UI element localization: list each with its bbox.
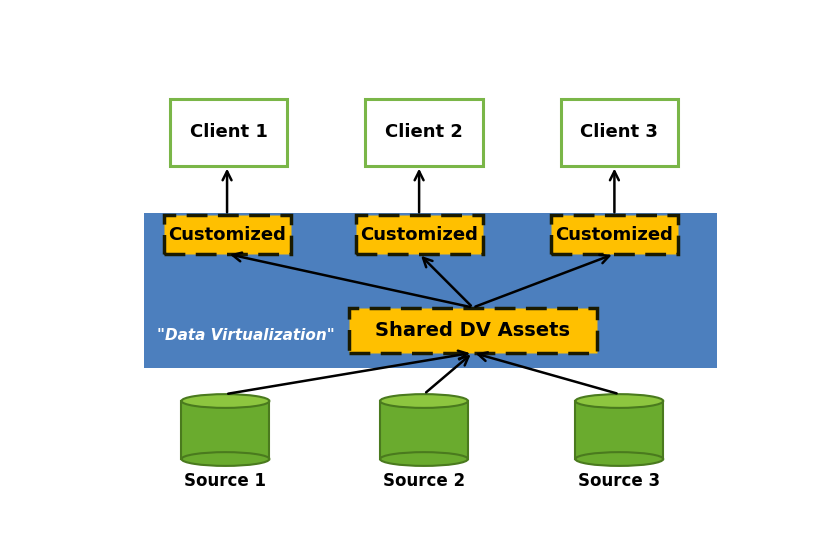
Text: "Data Virtualization": "Data Virtualization": [157, 328, 335, 343]
FancyBboxPatch shape: [171, 99, 287, 166]
FancyBboxPatch shape: [355, 215, 483, 254]
Bar: [575, 401, 664, 459]
Bar: [380, 401, 468, 459]
Text: Customized: Customized: [555, 225, 674, 243]
FancyBboxPatch shape: [561, 99, 678, 166]
Text: Source 3: Source 3: [578, 472, 660, 490]
Text: Client 1: Client 1: [190, 123, 268, 142]
Ellipse shape: [575, 452, 664, 466]
Text: Customized: Customized: [168, 225, 286, 243]
FancyBboxPatch shape: [365, 99, 483, 166]
Ellipse shape: [181, 452, 270, 466]
Ellipse shape: [380, 394, 468, 408]
Text: Client 3: Client 3: [580, 123, 659, 142]
Text: Source 1: Source 1: [185, 472, 266, 490]
Text: Shared DV Assets: Shared DV Assets: [375, 321, 570, 340]
FancyBboxPatch shape: [164, 215, 291, 254]
Text: Client 2: Client 2: [385, 123, 463, 142]
Ellipse shape: [380, 452, 468, 466]
Ellipse shape: [575, 394, 664, 408]
FancyBboxPatch shape: [349, 307, 596, 353]
FancyBboxPatch shape: [144, 213, 717, 368]
Text: Source 2: Source 2: [383, 472, 465, 490]
Text: Customized: Customized: [360, 225, 478, 243]
Ellipse shape: [181, 394, 270, 408]
FancyBboxPatch shape: [551, 215, 678, 254]
Bar: [181, 401, 270, 459]
